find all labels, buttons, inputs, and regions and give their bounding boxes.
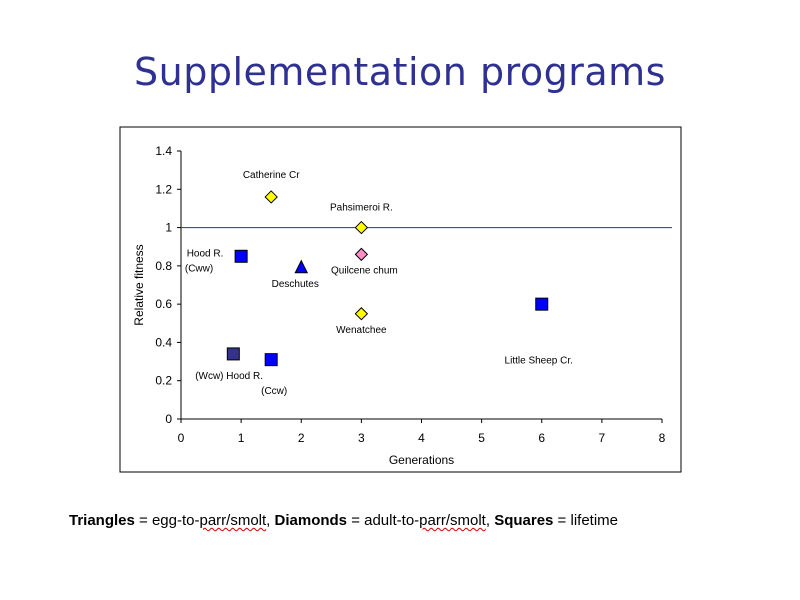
chart-frame — [119, 126, 682, 473]
footer-diamonds-text-a: = adult-to- — [347, 512, 420, 529]
y-tick-label: 1 — [165, 221, 172, 235]
x-tick-label: 8 — [659, 431, 666, 445]
point-annotation-7: Little Sheep Cr. — [505, 355, 573, 366]
point-annotation-1: Pahsimeroi R. — [330, 202, 393, 213]
x-tick-label: 0 — [178, 431, 185, 445]
footer-diamonds-text-c: , — [485, 512, 495, 529]
point-annotation-2: Hood R. — [187, 248, 224, 259]
point-annotation-4: Deschutes — [272, 279, 319, 290]
chart-marks — [226, 190, 549, 367]
footer-triangles-text-c: , — [266, 512, 275, 529]
point-annotation-6: Wenatchee — [336, 325, 387, 336]
x-tick-label: 7 — [599, 431, 606, 445]
y-tick-label: 0.8 — [155, 259, 172, 273]
x-tick-label: 6 — [538, 431, 545, 445]
square-marker-7 — [264, 353, 278, 367]
x-tick-label: 5 — [478, 431, 485, 445]
square-marker-4 — [234, 249, 248, 263]
chart-labels: Catherine Cr Pahsimeroi R. Hood R. (Cww) Des… — [185, 170, 573, 397]
point-annotation-3: (Cww) — [185, 264, 213, 275]
chart-axes: 0 0.2 0.4 0.6 0.8 1 1.2 1.4 0 1 2 3 4 5 6 7 8 Generations… — [132, 144, 672, 467]
point-annotation-8: (Wcw) Hood R. — [195, 371, 263, 382]
point-annotation-5: Quilcene chum — [331, 266, 398, 277]
footer-squares-text: = lifetime — [553, 512, 618, 529]
footer-diamonds-label: Diamonds — [274, 512, 348, 529]
triangle-marker-5 — [294, 259, 309, 274]
footer-triangles-text-b: parr/smolt — [199, 512, 267, 529]
y-tick-label: 0.6 — [155, 297, 172, 311]
diamond-marker-0 — [264, 190, 278, 204]
diamond-marker-1 — [354, 220, 369, 235]
y-tick-label: 0.4 — [155, 335, 172, 349]
y-tick-label: 1.2 — [155, 182, 172, 196]
y-tick-label: 0.2 — [155, 374, 172, 388]
x-tick-label: 2 — [298, 431, 305, 445]
footer-triangles-text-a: = egg-to- — [134, 512, 200, 529]
slide-title: Supplementation programs — [134, 50, 666, 94]
y-tick-label: 1.4 — [155, 144, 172, 158]
square-marker-6 — [226, 347, 240, 361]
footer-squares-label: Squares — [494, 512, 554, 529]
y-axis-title: Relative fitness — [132, 244, 146, 325]
point-annotation-0: Catherine Cr — [243, 170, 300, 181]
square-marker-8 — [535, 297, 549, 311]
x-axis-title: Generations — [389, 453, 454, 467]
x-tick-label: 1 — [238, 431, 245, 445]
point-annotation-9: (Ccw) — [261, 386, 287, 397]
footer-diamonds-text-b: parr/smolt — [419, 512, 486, 529]
x-tick-label: 4 — [418, 431, 425, 445]
y-tick-label: 0 — [165, 412, 172, 426]
diamond-marker-2 — [354, 247, 369, 262]
x-tick-label: 3 — [358, 431, 365, 445]
footer-legend: Triangles = egg-to-parr/smolt, Diamonds … — [69, 512, 618, 529]
diamond-marker-3 — [354, 307, 369, 321]
footer-triangles-label: Triangles — [69, 512, 135, 529]
